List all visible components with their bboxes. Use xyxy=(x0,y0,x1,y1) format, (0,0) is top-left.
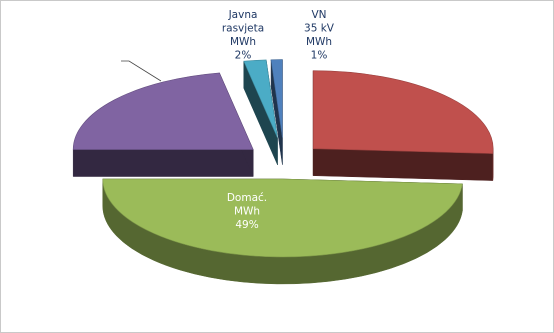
slice-label-1: Domać. MWh 49% xyxy=(227,192,267,231)
leader-line-ostali xyxy=(121,60,162,82)
slice-label-2: Ostali 0,4 kV MWh 22% xyxy=(28,54,96,93)
pie-slice-2 xyxy=(72,72,254,177)
pie-slice-0 xyxy=(312,70,494,181)
pie-slice-1 xyxy=(102,178,463,285)
slice-label-4: VN 35 kV MWh 1% xyxy=(304,9,335,62)
slice-label-3: Javna rasvjeta MWh 2% xyxy=(222,9,264,62)
pie-slice-4 xyxy=(270,59,283,165)
pie-slice-3 xyxy=(243,59,278,165)
slice-label-0: VN 10 kV MWh 26% xyxy=(452,22,483,75)
